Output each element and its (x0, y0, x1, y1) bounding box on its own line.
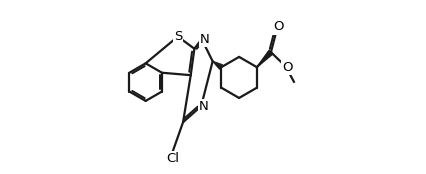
Text: Cl: Cl (166, 152, 179, 165)
Text: N: N (200, 33, 209, 46)
Text: N: N (199, 100, 209, 113)
Text: O: O (273, 21, 284, 33)
Polygon shape (257, 50, 273, 67)
Text: O: O (282, 61, 293, 74)
Text: S: S (174, 30, 182, 43)
